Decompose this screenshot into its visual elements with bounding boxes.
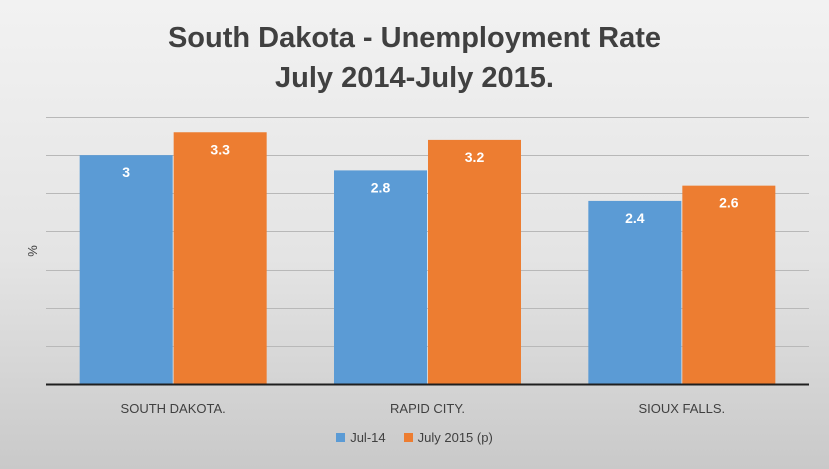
- x-tick-label: SOUTH DAKOTA.: [121, 401, 226, 416]
- chart-title-line-1: South Dakota - Unemployment Rate: [167, 22, 662, 54]
- chart-title-line-2: July 2014-July 2015.: [275, 62, 554, 94]
- bar: [79, 155, 173, 384]
- data-label: 3: [122, 164, 130, 180]
- x-tick-label: SIOUX FALLS.: [638, 401, 725, 416]
- bar: [428, 139, 521, 384]
- legend-item-july-2015: July 2015 (p): [403, 430, 493, 445]
- data-label: 2.6: [719, 195, 739, 211]
- legend-item-jul-14: Jul-14: [336, 430, 386, 445]
- bar: [334, 170, 427, 384]
- bar: [682, 185, 776, 384]
- legend: Jul-14 July 2015 (p): [0, 430, 829, 445]
- y-axis-label: %: [25, 245, 40, 257]
- legend-swatch-jul-14: [336, 433, 346, 442]
- legend-label-jul-14: Jul-14: [350, 430, 386, 445]
- bar: [173, 132, 267, 384]
- legend-swatch-july-2015: [403, 433, 413, 442]
- bar: [588, 200, 682, 384]
- data-label: 3.2: [465, 149, 485, 165]
- data-label: 3.3: [210, 141, 230, 157]
- chart-title: South Dakota - Unemployment Rate July 20…: [0, 18, 829, 98]
- data-label: 2.8: [371, 179, 391, 195]
- legend-label-july-2015: July 2015 (p): [417, 430, 493, 445]
- x-tick-label: RAPID CITY.: [390, 401, 465, 416]
- data-label: 2.4: [625, 210, 645, 226]
